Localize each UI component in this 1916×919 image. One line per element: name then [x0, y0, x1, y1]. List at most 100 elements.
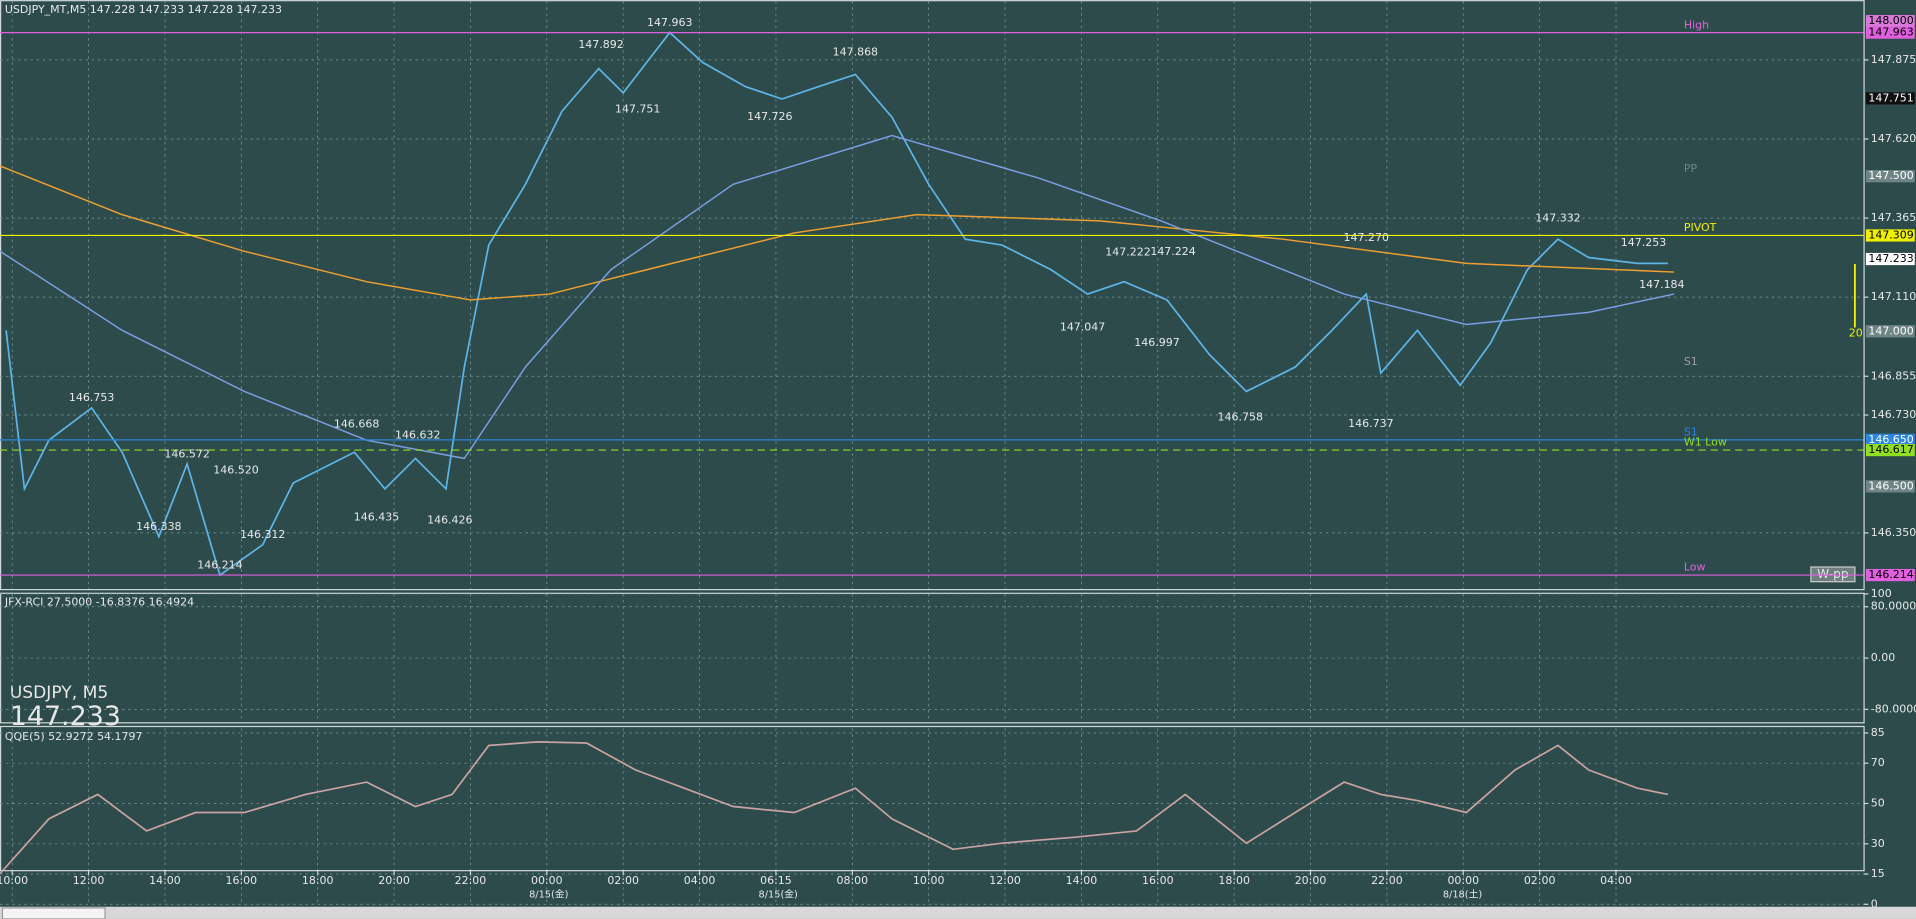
x-tick-label: 10:00	[0, 874, 28, 887]
price-line	[5, 31, 1668, 577]
price-line	[0, 741, 1669, 875]
level-label: 146.617	[1868, 443, 1913, 456]
level-box	[1865, 433, 1915, 446]
wpp-box	[1810, 566, 1856, 583]
level-box	[1865, 15, 1915, 28]
level-box	[1865, 325, 1915, 338]
level-name: W1 Low	[1684, 436, 1727, 449]
y-tick-label: 80.0000	[1871, 600, 1916, 613]
level-name: Low	[1684, 561, 1706, 574]
price-annotation: 147.224	[1150, 245, 1195, 258]
main-panel	[0, 0, 1865, 591]
level-label: 147.751	[1868, 91, 1913, 104]
price-annotation: 146.737	[1348, 417, 1393, 430]
level-box	[1865, 443, 1915, 457]
level-label: 147.963	[1868, 26, 1913, 39]
y-tick-label: 85	[1871, 726, 1885, 739]
price-annotation: 146.520	[213, 463, 258, 476]
period-label: 20	[1849, 327, 1863, 340]
x-tick-label: 22:00	[455, 874, 487, 887]
price-annotation: 147.222	[1105, 246, 1150, 259]
x-tick-label: 02:00	[607, 874, 639, 887]
level-box	[1865, 26, 1915, 39]
x-tick-label: 10:00	[913, 874, 945, 887]
x-tick-label: 04:00	[684, 874, 716, 887]
level-name: PIVOT	[1684, 221, 1717, 234]
price-annotation: 147.047	[1060, 321, 1105, 334]
x-tick-label: 20:00	[378, 874, 410, 887]
price-annotation: 146.997	[1134, 336, 1179, 349]
x-tick-label: 18:00	[302, 874, 334, 887]
y-tick-label: 147.110	[1871, 290, 1916, 303]
price-annotation: 146.312	[240, 528, 285, 541]
y-tick-label: 146.855	[1871, 369, 1916, 382]
x-tick-label: 00:00	[1447, 874, 1479, 887]
y-tick-label: 50	[1871, 797, 1885, 810]
symbol-label: USDJPY, M5	[10, 683, 108, 703]
date-label: 8/18(土)	[1443, 888, 1482, 901]
level-label: 146.500	[1868, 479, 1913, 492]
wpp-label: W-pp	[1817, 567, 1849, 581]
price-annotation: 146.214	[197, 558, 242, 571]
y-tick-label: -80.0000	[1871, 702, 1916, 715]
price-label: 147.233	[10, 701, 121, 732]
level-label: 147.309	[1868, 228, 1913, 241]
price-annotation: 146.632	[395, 429, 440, 442]
price-annotation: 147.253	[1621, 236, 1666, 249]
panel-title: USDJPY_MT,M5 147.228 147.233 147.228 147…	[5, 3, 282, 16]
date-label: 8/15(金)	[759, 888, 798, 901]
level-box	[1865, 170, 1915, 183]
y-tick-label: 147.875	[1871, 53, 1916, 66]
price-annotation: 147.963	[647, 16, 692, 29]
y-tick-label: 0	[1871, 897, 1878, 910]
panel-title: QQE(5) 52.9272 54.1797	[5, 730, 143, 743]
x-tick-label: 14:00	[149, 874, 181, 887]
panel-title: JFX-RCI 27.5000 -16.8376 16.4924	[4, 595, 194, 608]
y-tick-label: 146.730	[1871, 408, 1916, 421]
y-tick-label: 146.350	[1871, 526, 1916, 539]
level-label: 146.650	[1868, 433, 1913, 446]
level-box	[1865, 229, 1915, 242]
x-tick-label: 04:00	[1600, 874, 1632, 887]
price-annotation: 146.572	[164, 447, 209, 460]
qqe-panel	[0, 725, 1865, 872]
level-label: 148.000	[1868, 14, 1913, 27]
x-tick-label: 06:15	[760, 874, 792, 887]
x-tick-label: 12:00	[989, 874, 1021, 887]
date-label: 8/15(金)	[529, 888, 568, 901]
y-tick-label: 70	[1871, 756, 1885, 769]
level-label: 147.233	[1868, 252, 1913, 265]
level-label: 146.214	[1868, 568, 1913, 581]
tab-strip	[0, 906, 1916, 919]
y-tick-label: 147.365	[1871, 211, 1916, 224]
level-label: 147.000	[1868, 324, 1913, 337]
x-tick-label: 14:00	[1066, 874, 1098, 887]
level-box	[1865, 568, 1915, 582]
price-annotation: 146.426	[427, 513, 472, 526]
y-tick-label: 147.620	[1871, 132, 1916, 145]
level-name: S1	[1684, 355, 1698, 368]
price-line	[0, 134, 1675, 460]
y-tick-label: 30	[1871, 837, 1885, 850]
price-annotation: 146.435	[354, 511, 399, 524]
price-annotation: 146.753	[69, 391, 114, 404]
price-line	[0, 165, 1675, 301]
y-tick-label: 15	[1871, 867, 1885, 880]
price-annotation: 146.758	[1218, 410, 1263, 423]
level-name: S1	[1684, 426, 1698, 439]
price-annotation: 147.184	[1639, 278, 1684, 291]
price-annotation: 147.726	[747, 110, 792, 123]
level-label: 147.500	[1868, 169, 1913, 182]
tab[interactable]	[1, 907, 106, 919]
price-annotation: 146.338	[136, 520, 181, 533]
price-annotation: 147.270	[1344, 231, 1389, 244]
price-annotation: 147.868	[833, 45, 878, 58]
price-annotation: 147.332	[1535, 212, 1580, 225]
price-annotation: 147.751	[615, 102, 660, 115]
x-tick-label: 00:00	[531, 874, 563, 887]
x-tick-label: 22:00	[1371, 874, 1403, 887]
level-box	[1865, 480, 1915, 493]
